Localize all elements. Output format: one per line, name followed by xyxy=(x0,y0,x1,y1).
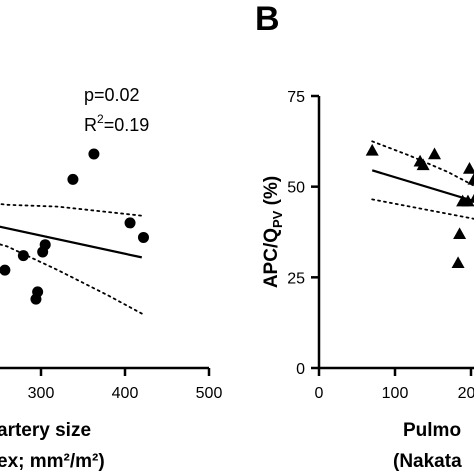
panel-a-data-point xyxy=(37,246,49,258)
panel-b-ci-upper xyxy=(371,140,474,187)
panel-b-x-tick-label: 0 xyxy=(315,385,324,402)
panel-a-data-point xyxy=(137,231,149,243)
panel-a-data-point xyxy=(67,173,79,185)
panel-b-letter: B xyxy=(255,0,280,38)
r-squared-superscript: 2 xyxy=(97,112,104,126)
panel-b-data-point xyxy=(453,227,467,240)
panel-a-data-point xyxy=(88,148,100,160)
panel-a-ci-lower xyxy=(0,243,143,315)
panel-a-ci-upper xyxy=(0,203,143,217)
panel-b-x-tick-label: 200 xyxy=(458,385,474,402)
panel-a-x-tick-label: 400 xyxy=(112,385,139,402)
r-squared-suffix: =0.19 xyxy=(104,115,150,135)
panel-a-x-tick-label: 300 xyxy=(28,385,55,402)
panel-b-y-tick-label: 25 xyxy=(287,270,305,287)
panel-b-y-tick-label: 0 xyxy=(296,361,305,378)
panel-b-data-point xyxy=(416,158,430,171)
panel-a-fit-line xyxy=(0,225,143,259)
panel-a-x-tick-label: 500 xyxy=(196,385,223,402)
panel-b-x-axis-title-line1: Pulmo xyxy=(403,420,461,441)
panel-b-data-point xyxy=(467,172,474,185)
panel-a-x-axis-title-line2: ex; mm²/m²) xyxy=(0,451,105,472)
panel-b-data-point xyxy=(462,162,474,174)
panel-a-data-point xyxy=(17,250,29,262)
panel-a-chart: p=0.02 R2=0.19 300 400 500 artery size ex; m… xyxy=(0,85,222,472)
p-value-annotation: p=0.02 xyxy=(84,85,140,105)
panel-b-y-axis-main: APC/Q xyxy=(261,228,282,288)
panel-a-data-point xyxy=(124,217,136,229)
panel-b-y-axis-title: APC/QPV (%) xyxy=(261,176,285,288)
panel-b-y-axis-unit: (%) xyxy=(261,176,282,211)
panel-b-data-point xyxy=(456,194,470,207)
panel-a-data-point xyxy=(0,264,11,276)
panel-b-y-tick-label: 50 xyxy=(287,180,305,197)
panel-b-data-point xyxy=(451,256,465,269)
r-squared-annotation: R2=0.19 xyxy=(84,112,149,135)
panel-b-data-point xyxy=(365,143,379,156)
panel-a-x-axis-title-line1: artery size xyxy=(0,420,91,441)
panel-b-fit-line xyxy=(371,169,474,203)
panel-b-x-tick-label: 100 xyxy=(382,385,409,402)
panel-b-data-point xyxy=(428,147,442,160)
panel-b-data-point xyxy=(469,193,474,203)
panel-b-x-axis-title-line2: (Nakata xyxy=(393,451,462,472)
panel-a-data-point xyxy=(30,293,42,305)
panel-b-ci-lower xyxy=(371,198,474,220)
panel-b-chart: B APC/QPV (%) 0 25 50 75 0 100 200 Pulmo (Nakata xyxy=(255,0,474,472)
panel-b-y-tick-label: 75 xyxy=(287,89,305,106)
panel-b-y-axis-subscript: PV xyxy=(270,210,285,228)
r-squared-prefix: R xyxy=(84,115,97,135)
